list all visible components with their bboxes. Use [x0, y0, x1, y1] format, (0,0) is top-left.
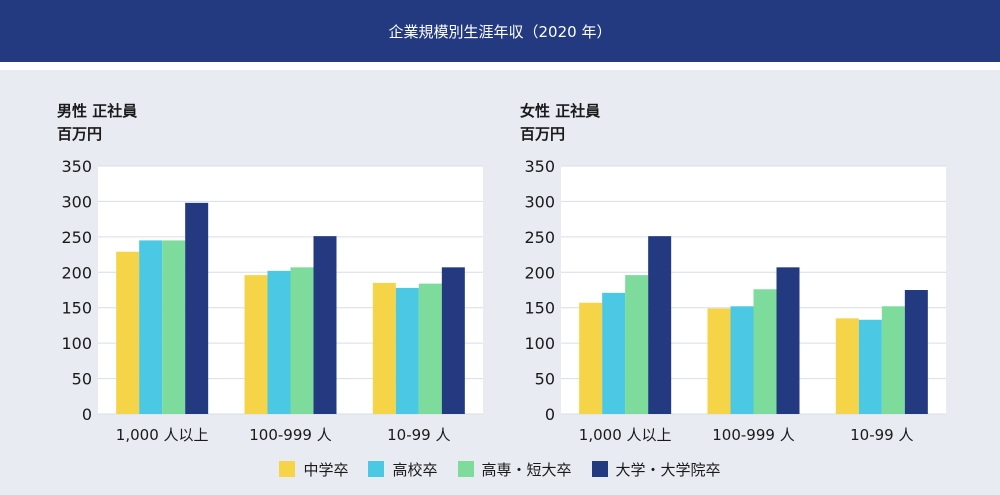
page-title: 企業規模別生涯年収（2020 年） — [388, 22, 612, 41]
legend-swatch — [591, 461, 608, 477]
bar — [441, 267, 465, 414]
legend-label: 大学・大学院卒 — [615, 460, 721, 479]
bar — [139, 240, 163, 414]
chart-legend: 中学卒 高校卒 高専・短大卒 大学・大学院卒 — [0, 455, 1000, 483]
x-tick-label: 1,000 人以上 — [116, 426, 209, 444]
y-tick-label: 0 — [545, 405, 555, 424]
y-tick-label: 350 — [61, 157, 92, 176]
legend-label: 高校卒 — [392, 460, 438, 479]
y-tick-label: 300 — [61, 192, 92, 211]
y-tick-label: 150 — [61, 299, 92, 318]
bar — [904, 290, 928, 414]
y-tick-label: 150 — [524, 299, 555, 318]
bar — [290, 267, 314, 414]
bar — [625, 275, 649, 414]
bar — [162, 240, 186, 414]
y-tick-label: 50 — [535, 370, 555, 389]
bar — [313, 236, 337, 414]
y-tick-label: 350 — [524, 157, 555, 176]
y-tick-label: 200 — [524, 263, 555, 282]
y-tick-label: 0 — [82, 405, 92, 424]
bar — [602, 292, 626, 414]
y-axis-label: 百万円 — [57, 125, 102, 143]
bar — [372, 282, 396, 414]
bar — [395, 287, 419, 414]
bar — [579, 302, 603, 414]
bar — [858, 319, 882, 414]
legend-item-junior-high: 中学卒 — [279, 459, 348, 480]
bar — [753, 289, 777, 414]
header-divider — [0, 62, 1000, 70]
chart-title: 女性 正社員 — [520, 102, 600, 120]
page-header: 企業規模別生涯年収（2020 年） — [0, 0, 1000, 62]
bar — [776, 267, 800, 414]
y-tick-label: 250 — [524, 228, 555, 247]
x-tick-label: 100-999 人 — [249, 426, 331, 444]
bar — [244, 275, 268, 414]
y-tick-label: 200 — [61, 263, 92, 282]
legend-item-high-school: 高校卒 — [368, 459, 438, 480]
legend-swatch — [457, 461, 474, 477]
y-tick-label: 300 — [524, 192, 555, 211]
x-tick-label: 100-999 人 — [712, 426, 794, 444]
bar — [648, 236, 672, 414]
legend-swatch — [368, 461, 385, 477]
legend-label: 中学卒 — [303, 460, 349, 479]
x-tick-label: 10-99 人 — [850, 426, 913, 444]
bar — [418, 283, 442, 414]
y-axis-label: 百万円 — [520, 125, 565, 143]
legend-item-college: 高専・短大卒 — [457, 459, 572, 480]
y-tick-label: 100 — [61, 334, 92, 353]
bar — [707, 308, 731, 414]
legend-item-university: 大学・大学院卒 — [591, 459, 721, 480]
bar — [267, 270, 291, 414]
bar — [185, 202, 209, 414]
legend-label: 高専・短大卒 — [481, 460, 572, 479]
y-tick-label: 50 — [72, 370, 92, 389]
bar — [116, 251, 140, 414]
bar — [730, 306, 754, 414]
bar — [881, 306, 905, 414]
x-tick-label: 1,000 人以上 — [579, 426, 672, 444]
bar — [835, 318, 859, 414]
y-tick-label: 100 — [524, 334, 555, 353]
chart-title: 男性 正社員 — [57, 102, 137, 120]
y-tick-label: 250 — [61, 228, 92, 247]
legend-swatch — [279, 461, 296, 477]
x-tick-label: 10-99 人 — [387, 426, 450, 444]
